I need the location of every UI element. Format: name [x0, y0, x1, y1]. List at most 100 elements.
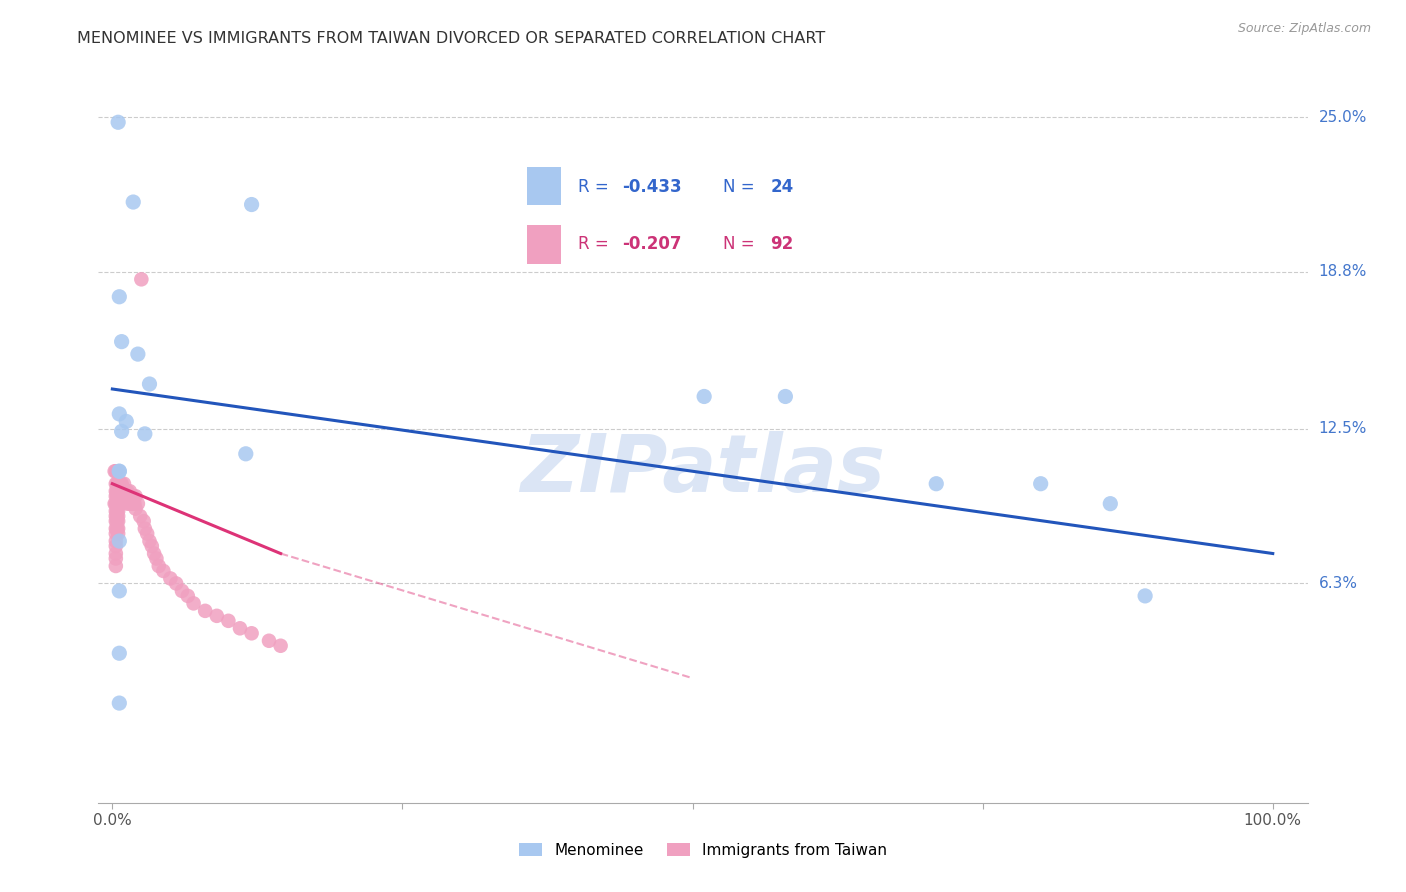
- Point: [118, 497, 141, 511]
- Point: [107, 464, 129, 478]
- Point: [270, 639, 292, 653]
- Point: [114, 489, 136, 503]
- Point: [134, 522, 156, 536]
- Point: [117, 497, 139, 511]
- Point: [136, 526, 159, 541]
- Point: [117, 484, 139, 499]
- Point: [141, 539, 163, 553]
- Point: [240, 626, 263, 640]
- Point: [104, 476, 127, 491]
- Text: ZIPatlas: ZIPatlas: [520, 431, 886, 508]
- Point: [108, 646, 131, 660]
- Text: 18.8%: 18.8%: [1319, 264, 1367, 279]
- Point: [104, 489, 127, 503]
- Point: [124, 489, 146, 503]
- Point: [257, 633, 280, 648]
- Point: [240, 197, 263, 211]
- Point: [108, 696, 131, 710]
- Point: [235, 447, 257, 461]
- Point: [124, 497, 146, 511]
- Point: [112, 476, 135, 491]
- Text: -0.433: -0.433: [621, 178, 682, 195]
- Point: [111, 489, 134, 503]
- Point: [132, 514, 155, 528]
- Text: R =: R =: [578, 235, 614, 252]
- Point: [105, 522, 128, 536]
- Point: [129, 509, 152, 524]
- Text: 24: 24: [770, 178, 793, 195]
- Point: [112, 484, 135, 499]
- Point: [111, 489, 134, 503]
- Point: [107, 504, 129, 518]
- Point: [111, 334, 134, 349]
- Point: [110, 489, 132, 503]
- Point: [115, 489, 138, 503]
- Point: [124, 501, 146, 516]
- Bar: [527, 226, 561, 263]
- Point: [229, 621, 252, 635]
- Point: [111, 476, 134, 491]
- Point: [104, 522, 127, 536]
- Point: [108, 476, 131, 491]
- Point: [108, 484, 131, 499]
- Point: [183, 596, 205, 610]
- Text: 92: 92: [770, 235, 793, 252]
- Point: [194, 604, 217, 618]
- Point: [134, 426, 156, 441]
- Point: [104, 464, 127, 478]
- Point: [105, 476, 128, 491]
- Point: [111, 484, 134, 499]
- Point: [138, 377, 160, 392]
- Point: [105, 509, 128, 524]
- Point: [1133, 589, 1156, 603]
- Point: [104, 464, 127, 478]
- Text: N =: N =: [723, 235, 759, 252]
- Point: [111, 497, 134, 511]
- Point: [105, 464, 128, 478]
- Bar: [527, 167, 561, 205]
- Point: [105, 504, 128, 518]
- Point: [104, 509, 127, 524]
- Point: [108, 497, 131, 511]
- Point: [104, 526, 127, 541]
- Point: [138, 534, 160, 549]
- Point: [104, 514, 127, 528]
- Point: [143, 547, 166, 561]
- Point: [108, 534, 131, 549]
- Point: [1099, 497, 1122, 511]
- Point: [217, 614, 239, 628]
- Point: [104, 547, 127, 561]
- Point: [105, 484, 128, 499]
- Point: [107, 115, 129, 129]
- Point: [107, 497, 129, 511]
- Legend: Menominee, Immigrants from Taiwan: Menominee, Immigrants from Taiwan: [512, 835, 894, 865]
- Point: [122, 489, 145, 503]
- Point: [205, 608, 228, 623]
- Point: [107, 526, 129, 541]
- Point: [115, 414, 138, 428]
- Point: [110, 497, 132, 511]
- Point: [114, 484, 136, 499]
- Point: [107, 522, 129, 536]
- Text: Source: ZipAtlas.com: Source: ZipAtlas.com: [1237, 22, 1371, 36]
- Text: MENOMINEE VS IMMIGRANTS FROM TAIWAN DIVORCED OR SEPARATED CORRELATION CHART: MENOMINEE VS IMMIGRANTS FROM TAIWAN DIVO…: [77, 31, 825, 46]
- Point: [107, 484, 129, 499]
- Point: [170, 583, 193, 598]
- Point: [127, 497, 149, 511]
- Point: [108, 290, 131, 304]
- Point: [104, 497, 127, 511]
- Point: [152, 564, 174, 578]
- Point: [117, 489, 139, 503]
- Point: [108, 464, 131, 478]
- Point: [110, 484, 132, 499]
- Point: [165, 576, 187, 591]
- Point: [145, 551, 167, 566]
- Point: [108, 464, 131, 478]
- Point: [108, 489, 131, 503]
- Point: [105, 497, 128, 511]
- Point: [111, 425, 134, 439]
- Point: [122, 194, 145, 209]
- Point: [115, 484, 138, 499]
- Point: [105, 514, 128, 528]
- Point: [108, 407, 131, 421]
